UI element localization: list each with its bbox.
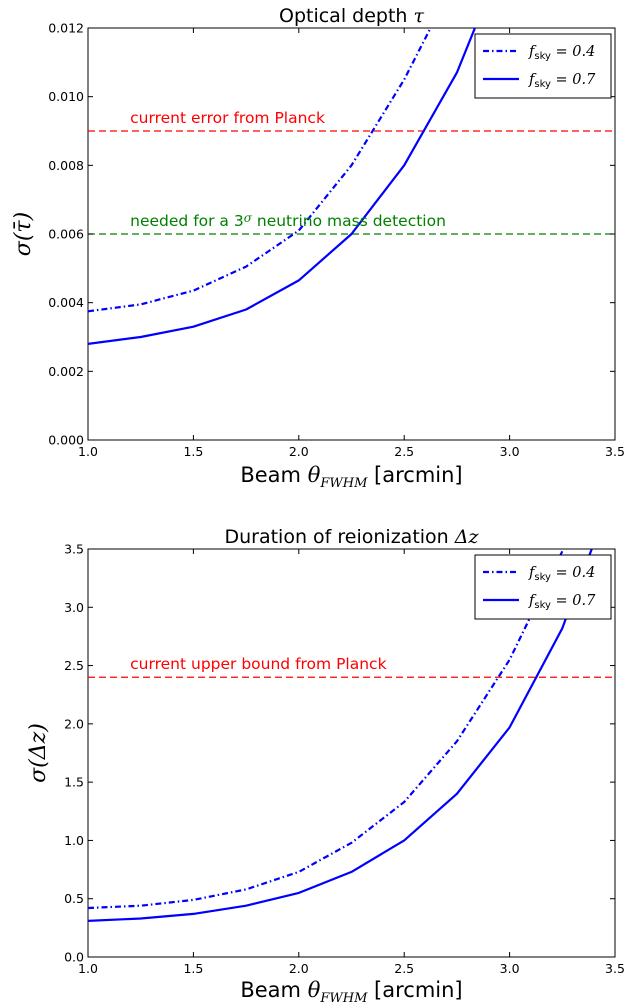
x-axis-label: Beam θFWHM [arcmin] [240,463,462,491]
x-tick-label: 1.5 [183,961,203,976]
y-tick-label: 1.0 [64,833,84,848]
legend-box [474,554,612,620]
x-tick-label: 2.5 [394,961,414,976]
chart-panel-2: current upper bound from Planck 1.0 1.5 2.0… [26,526,625,1003]
y-tick-label: 0.012 [48,21,84,36]
legend-label: fsky = 0.7 [528,593,596,611]
y-axis-label: σ(Δz) [26,723,51,783]
series-line-fsky-0-4 [88,550,564,910]
y-tick-label: 0.010 [48,89,84,104]
x-axis-label: Beam θFWHM [arcmin] [240,978,462,1003]
legend-label: fsky = 0.7 [528,72,596,90]
legend: fsky = 0.4 fsky = 0.7 [474,554,612,620]
y-tick-label: 0.0 [64,950,84,965]
series-line-fsky-0-4 [88,28,432,313]
y-tick-label: 2.5 [64,658,84,673]
x-tick-label: 2.5 [394,444,414,459]
chart-title: Duration of reionization Δz [224,526,479,548]
legend-label: fsky = 0.4 [528,565,595,583]
y-tick-label: 3.5 [64,542,84,557]
y-tick-label: 0.000 [48,433,84,448]
reference-line-label: current error from Planck [130,109,325,127]
x-tick-label: 1.0 [78,961,98,976]
y-axis-label: σ(τ̄) [11,212,36,256]
y-tick-label: 3.0 [64,600,84,615]
x-tick-label: 2.0 [289,961,309,976]
reference-line-label: needed for a 3σ neutrino mass detection [130,211,446,230]
x-tick-label: 3.0 [500,961,520,976]
y-tick-label: 2.0 [64,716,84,731]
y-tick-label: 0.004 [48,295,84,310]
y-tick-label: 0.008 [48,158,84,173]
x-tick-label: 1.0 [78,444,98,459]
y-tick-label: 0.006 [48,227,84,242]
chart-title: Optical depth τ [279,5,425,27]
legend-box [474,33,612,99]
legend-label: fsky = 0.4 [528,44,595,62]
y-tick-label: 0.5 [64,891,84,906]
x-tick-label: 3.0 [500,444,520,459]
y-tick-label: 1.5 [64,775,84,790]
x-tick-label: 3.5 [605,961,625,976]
x-tick-label: 1.5 [183,444,203,459]
chart-panel-1: current error from Planck needed for a 3σ… [11,5,625,491]
reference-line-label: current upper bound from Planck [130,655,386,673]
series-line-fsky-0-7 [88,28,477,345]
x-tick-label: 2.0 [289,444,309,459]
x-tick-label: 3.5 [605,444,625,459]
y-tick-label: 0.002 [48,364,84,379]
legend: fsky = 0.4 fsky = 0.7 [474,33,612,99]
